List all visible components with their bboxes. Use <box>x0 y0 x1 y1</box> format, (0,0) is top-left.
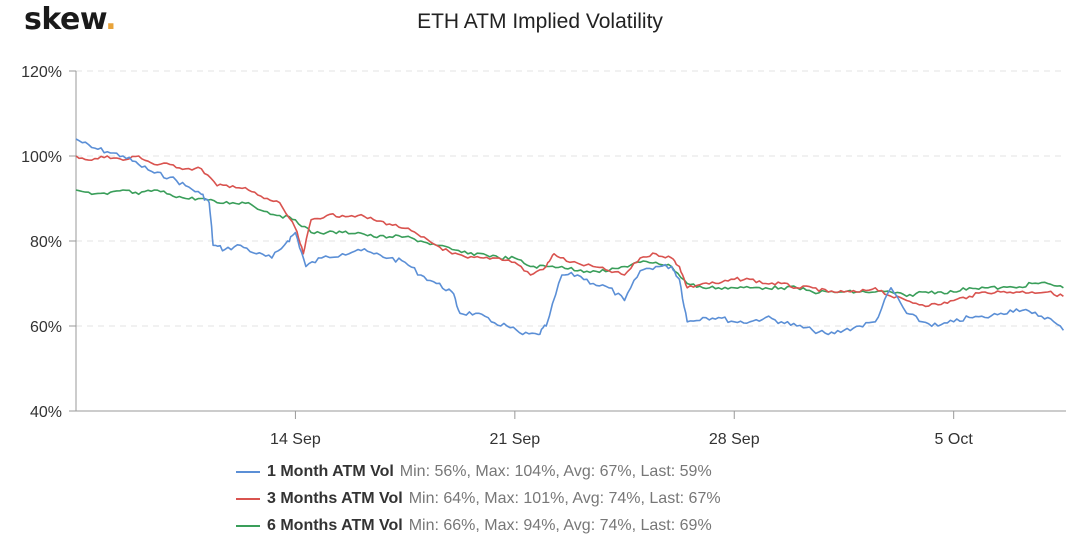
logo-dot: . <box>105 2 117 37</box>
y-tick-label: 60% <box>30 319 62 336</box>
chart-title: ETH ATM Implied Volatility <box>417 10 663 33</box>
legend-series-stats: Min: 66%, Max: 94%, Avg: 74%, Last: 69% <box>408 517 712 534</box>
series-line-1 <box>75 138 1065 336</box>
x-tick-label: 21 Sep <box>489 431 540 448</box>
y-tick-label: 80% <box>30 234 62 251</box>
legend-swatch <box>236 470 260 473</box>
legend-swatch <box>236 524 260 527</box>
legend-series-name: 1 Month ATM Vol <box>267 463 394 480</box>
legend-series-name: 6 Months ATM Vol <box>267 517 403 534</box>
legend-swatch <box>236 497 260 500</box>
axes: 40% 60% 80% 100% 120% 14 Sep 21 Sep 28 Sep 5 Oct <box>21 64 1066 448</box>
x-tick-label: 5 Oct <box>935 431 974 448</box>
x-tick-label: 14 Sep <box>270 431 321 448</box>
legend-series-name: 3 Months ATM Vol <box>267 490 403 507</box>
legend: 1 Month ATM Vol Min: 56%, Max: 104%, Avg:… <box>236 458 721 539</box>
x-tick-label: 28 Sep <box>709 431 760 448</box>
series-lines <box>75 138 1065 336</box>
legend-series-stats: Min: 64%, Max: 101%, Avg: 74%, Last: 67% <box>408 490 721 507</box>
grid-lines <box>76 70 1066 327</box>
logo-text: skew <box>24 2 106 37</box>
y-tick-label: 40% <box>30 404 62 421</box>
skew-logo: skew. <box>24 2 117 37</box>
legend-item[interactable]: 1 Month ATM Vol Min: 56%, Max: 104%, Avg:… <box>236 458 721 485</box>
legend-series-stats: Min: 56%, Max: 104%, Avg: 67%, Last: 59% <box>399 463 712 480</box>
series-line-2 <box>75 155 1064 308</box>
series-line-3 <box>75 189 1064 298</box>
legend-item[interactable]: 6 Months ATM Vol Min: 66%, Max: 94%, Avg:… <box>236 512 721 539</box>
legend-item[interactable]: 3 Months ATM Vol Min: 64%, Max: 101%, Avg… <box>236 485 721 512</box>
y-tick-label: 120% <box>21 64 62 81</box>
y-tick-label: 100% <box>21 149 62 166</box>
